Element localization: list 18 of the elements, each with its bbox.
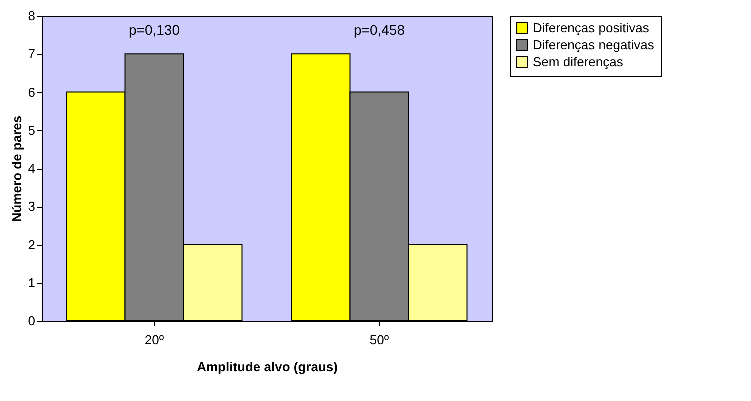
x-tick-label: 50º <box>370 332 390 348</box>
legend-label: Diferenças positivas <box>533 20 650 36</box>
annotation: p=0,458 <box>354 22 406 38</box>
legend-label: Diferenças negativas <box>533 38 655 52</box>
y-tick-label: 8 <box>28 8 36 24</box>
y-tick-label: 4 <box>28 161 36 176</box>
y-tick-label: 2 <box>28 237 36 252</box>
y-tick-label: 1 <box>28 275 36 290</box>
x-axis-title: Amplitude alvo (graus) <box>197 360 338 374</box>
y-tick-label: 6 <box>28 84 36 100</box>
x-tick-label: 20º <box>144 332 164 348</box>
y-tick-label: 0 <box>28 314 36 328</box>
y-axis-title: Número de pares <box>9 116 24 222</box>
y-tick-label: 5 <box>28 122 36 138</box>
y-tick-label: 3 <box>28 199 36 214</box>
y-tick-label: 7 <box>28 46 36 62</box>
legend-label: Sem diferenças <box>533 54 624 70</box>
annotation: p=0,130 <box>129 22 180 38</box>
